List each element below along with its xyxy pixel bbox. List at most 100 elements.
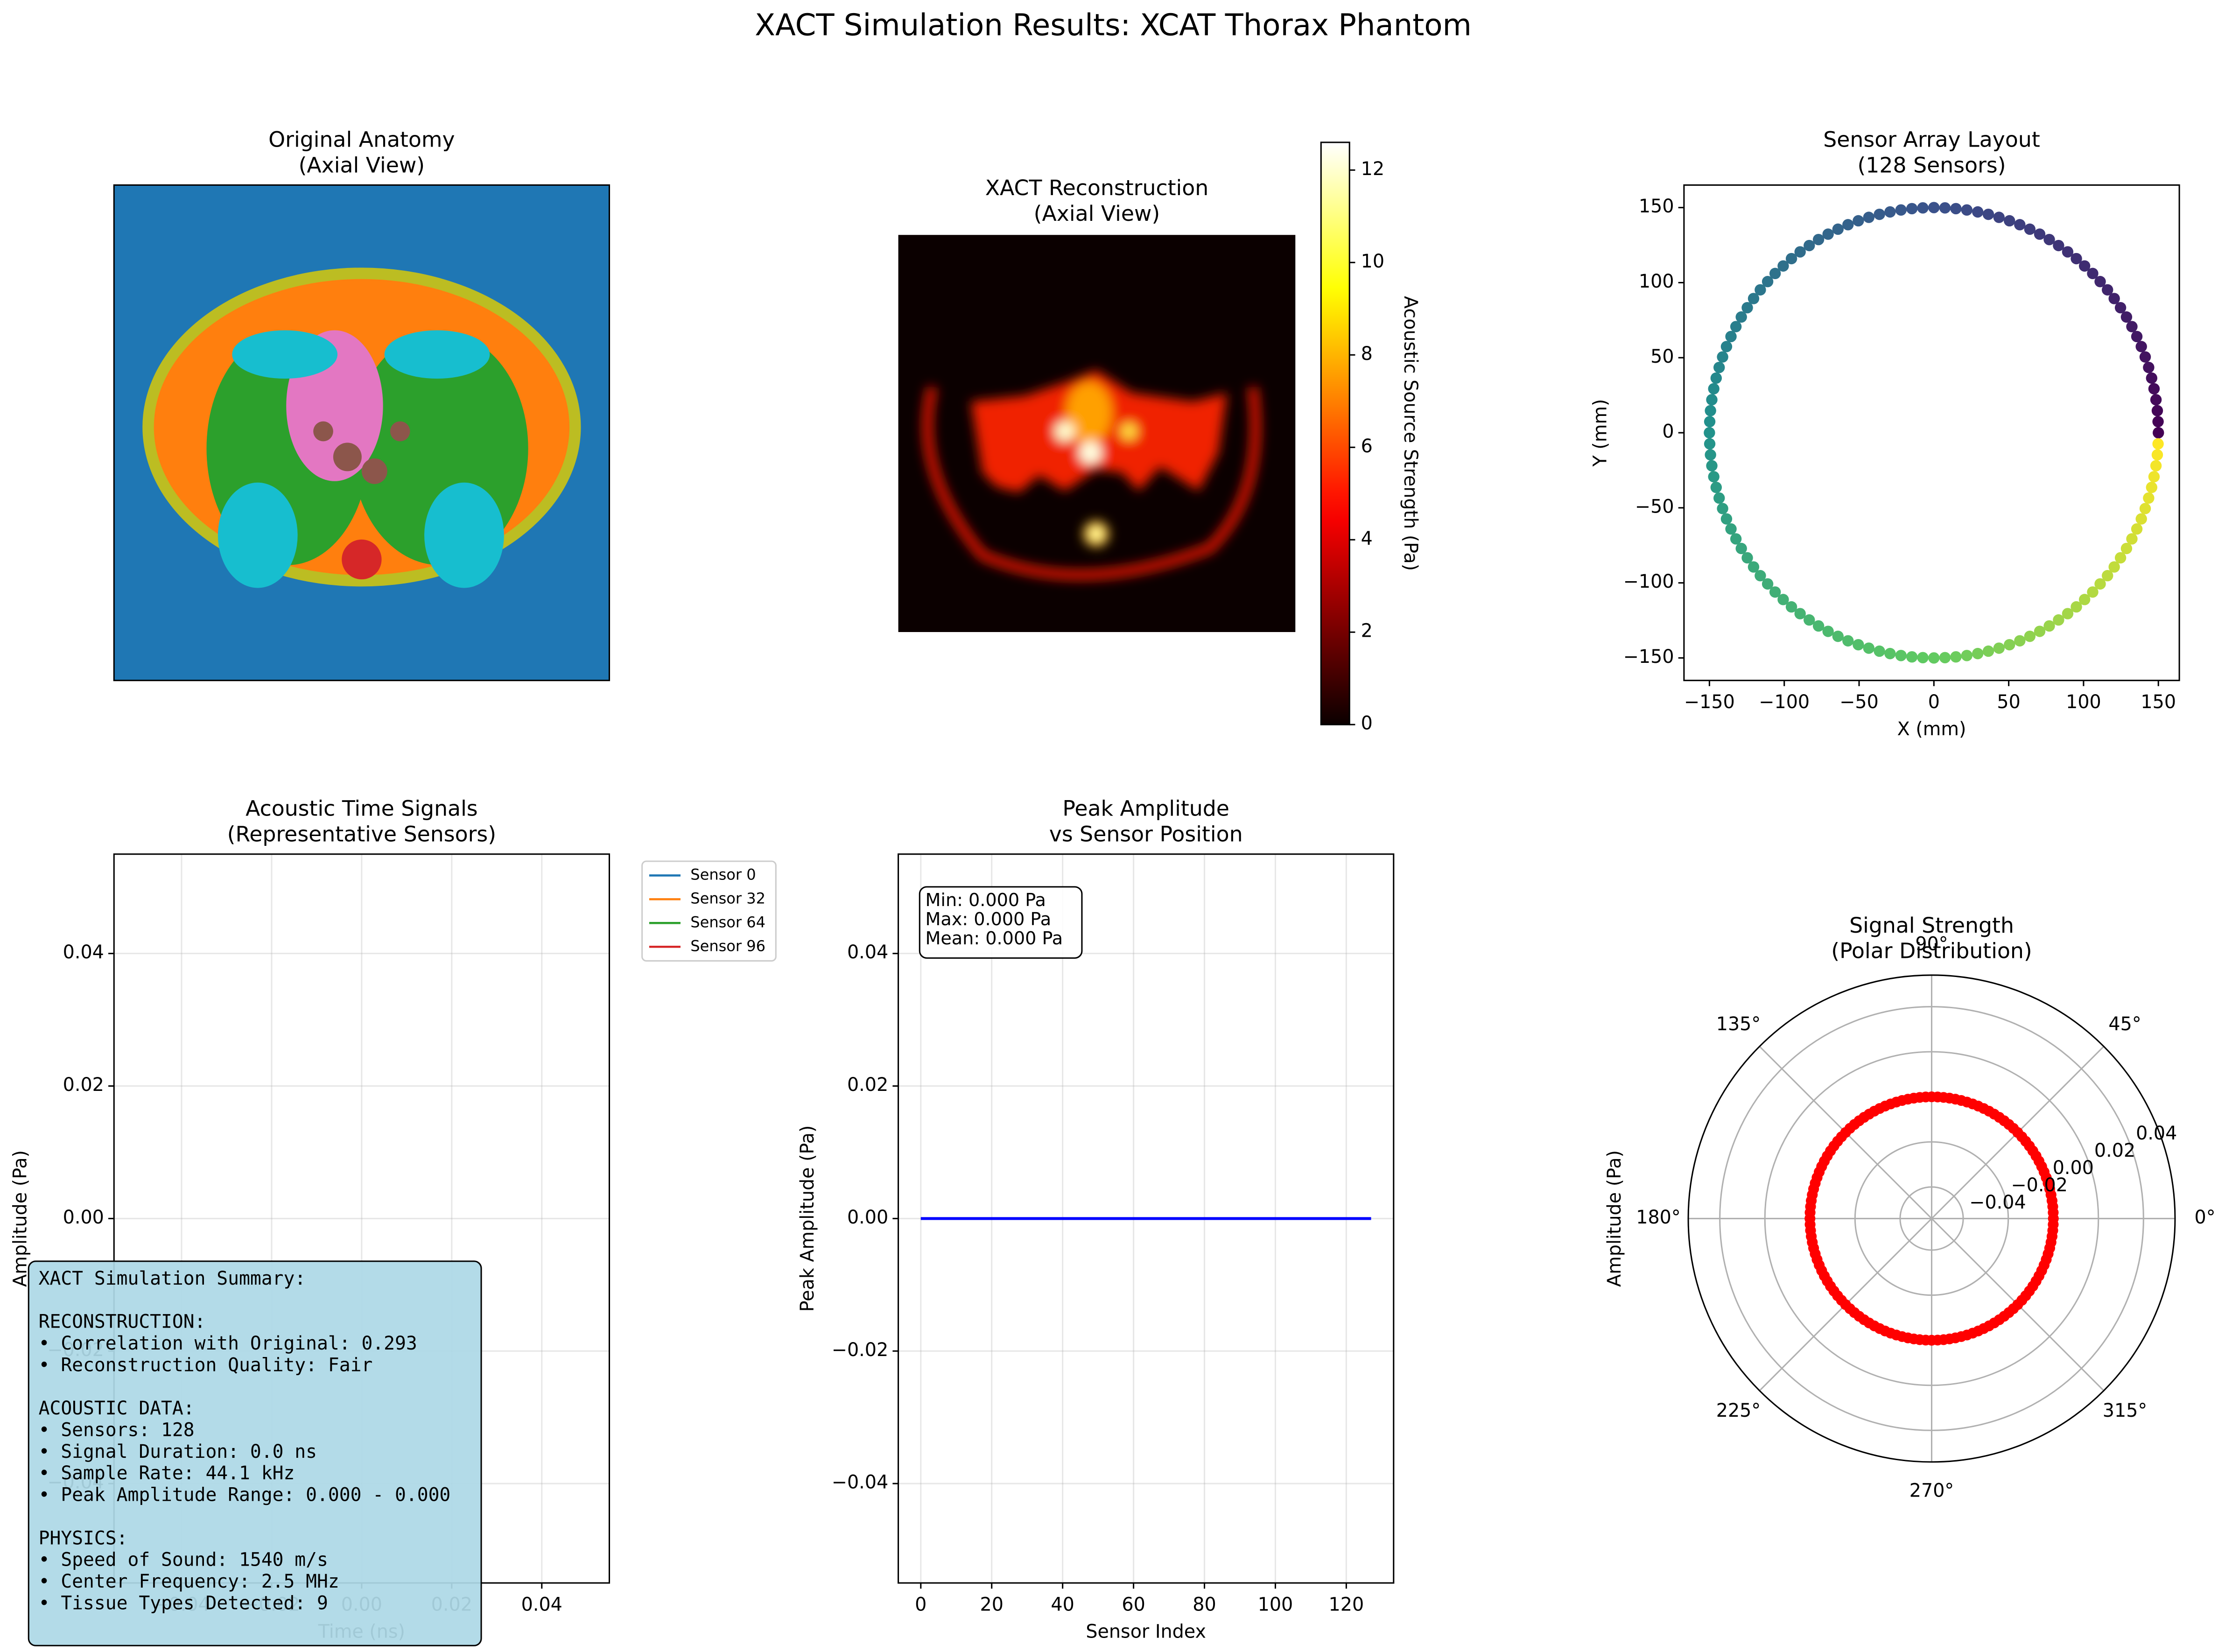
y-tick-label: 0.02 bbox=[847, 1074, 888, 1096]
vessel bbox=[333, 443, 362, 471]
sensor-point bbox=[2014, 219, 2026, 231]
sensor-point bbox=[1706, 460, 1718, 472]
legend-box bbox=[641, 860, 777, 962]
panel-title: Peak Amplitude bbox=[1062, 796, 1229, 821]
sensor-point bbox=[2114, 552, 2127, 564]
sensor-point bbox=[2151, 405, 2163, 416]
panel-title: Sensor Array Layout bbox=[1823, 127, 2040, 152]
x-axis-label: X (mm) bbox=[1897, 718, 1966, 740]
colorbar-tick-label: 4 bbox=[1361, 528, 1373, 549]
sensor-point bbox=[1982, 208, 1994, 220]
y-tick-label: −0.02 bbox=[832, 1339, 888, 1361]
y-axis-label: Amplitude (Pa) bbox=[10, 1150, 31, 1287]
x-axis-label: Sensor Index bbox=[1086, 1621, 1206, 1642]
sensor-point bbox=[1832, 223, 1844, 235]
theta-tick-label: 315° bbox=[2103, 1400, 2147, 1421]
panel-title: (128 Sensors) bbox=[1857, 153, 2006, 177]
sensor-point bbox=[2043, 620, 2055, 632]
sensor-point bbox=[1735, 311, 1747, 323]
y-axis-label: Amplitude (Pa) bbox=[1604, 1150, 1625, 1287]
y-tick-label: 0.02 bbox=[63, 1074, 104, 1096]
sensor-point bbox=[1755, 570, 1766, 582]
y-tick-label: 0.04 bbox=[63, 942, 104, 963]
bone bbox=[384, 330, 490, 379]
sensor-point bbox=[1863, 211, 1875, 223]
theta-tick-label: 0° bbox=[2195, 1207, 2216, 1228]
sensor-point bbox=[1710, 481, 1722, 493]
sensor-point bbox=[1972, 206, 1984, 218]
sensor-point bbox=[1755, 284, 1766, 296]
spine bbox=[342, 539, 382, 580]
sensor-point bbox=[1939, 202, 1951, 214]
annotation-text: • Tissue Types Detected: 9 bbox=[39, 1592, 328, 1614]
sensor-point bbox=[1993, 211, 2005, 223]
sensor-point bbox=[1785, 601, 1797, 613]
sensor-point bbox=[1713, 492, 1725, 504]
sensor-point bbox=[2143, 361, 2155, 373]
sensor-point bbox=[2151, 449, 2163, 461]
sensor-point bbox=[2102, 570, 2113, 582]
panel-title: vs Sensor Position bbox=[1049, 822, 1243, 847]
reconstruction-image bbox=[898, 235, 1296, 632]
sensor-point bbox=[1717, 503, 1728, 514]
annotation-text: • Peak Amplitude Range: 0.000 - 0.000 bbox=[39, 1484, 451, 1506]
sensor-point bbox=[1705, 449, 1716, 461]
r-tick-label: 0.00 bbox=[2053, 1157, 2094, 1179]
sensor-point bbox=[1928, 202, 1940, 213]
sensor-point bbox=[1804, 239, 1815, 252]
sensor-point bbox=[2150, 460, 2162, 472]
x-tick-label: 0 bbox=[915, 1594, 926, 1615]
sensor-point bbox=[2148, 471, 2160, 483]
vessel bbox=[361, 458, 387, 484]
sensor-point bbox=[1741, 302, 1753, 314]
sensor-point bbox=[1906, 203, 1918, 215]
theta-tick-label: 90° bbox=[1915, 933, 1948, 955]
sensor-point bbox=[2071, 253, 2082, 265]
sensor-point bbox=[1842, 635, 1854, 647]
sensor-point bbox=[2126, 321, 2138, 332]
sensor-point bbox=[1853, 215, 1864, 227]
figure-title: XACT Simulation Results: XCAT Thorax Pha… bbox=[755, 8, 1472, 43]
sensor-point bbox=[1720, 341, 1733, 352]
sensor-point bbox=[1950, 203, 1962, 215]
sensor-point bbox=[2024, 630, 2036, 642]
annotation-text: Mean: 0.000 Pa bbox=[925, 928, 1063, 949]
sensor-point bbox=[2131, 523, 2143, 535]
sensor-point bbox=[1853, 639, 1864, 651]
annotation-box bbox=[919, 886, 1083, 959]
sensor-point bbox=[1706, 394, 1718, 406]
sensor-point bbox=[2146, 481, 2158, 493]
y-axis-label: Peak Amplitude (Pa) bbox=[797, 1125, 818, 1312]
colorbar-tick-label: 8 bbox=[1361, 343, 1373, 365]
sensor-point bbox=[2135, 513, 2147, 525]
annotation-text: Min: 0.000 Pa bbox=[925, 890, 1046, 910]
x-tick-label: 100 bbox=[2066, 691, 2101, 713]
sensor-point bbox=[1748, 561, 1760, 573]
sensor-point bbox=[2152, 416, 2164, 428]
sensor-point bbox=[1928, 652, 1940, 664]
sensor-point bbox=[1884, 206, 1896, 218]
vessel bbox=[313, 421, 333, 442]
sensor-point bbox=[1895, 650, 1907, 661]
sensor-point bbox=[1704, 427, 1715, 439]
legend-label: Sensor 0 bbox=[690, 865, 756, 883]
sensor-point bbox=[1812, 620, 1825, 632]
sensor-point bbox=[1917, 652, 1929, 664]
source-spot bbox=[1089, 527, 1103, 541]
sensor-point bbox=[2078, 594, 2091, 605]
y-tick-label: 0 bbox=[1662, 421, 1674, 443]
sensor-point bbox=[1874, 208, 1885, 220]
sensor-point bbox=[2034, 228, 2046, 240]
sensor-point bbox=[1748, 293, 1760, 304]
x-tick-label: 40 bbox=[1051, 1594, 1074, 1615]
y-tick-label: 150 bbox=[1639, 196, 1674, 217]
sensor-point bbox=[2131, 330, 2143, 343]
sensor-point bbox=[1704, 438, 1716, 450]
panel-title: (Representative Sensors) bbox=[227, 822, 496, 847]
colorbar-tick-label: 0 bbox=[1361, 713, 1373, 734]
sensor-point bbox=[2153, 427, 2164, 439]
panel-title: (Polar Distribution) bbox=[1831, 939, 2032, 963]
legend-label: Sensor 64 bbox=[690, 913, 765, 931]
sensor-point bbox=[1720, 513, 1733, 525]
annotation-text: PHYSICS: bbox=[39, 1527, 128, 1549]
